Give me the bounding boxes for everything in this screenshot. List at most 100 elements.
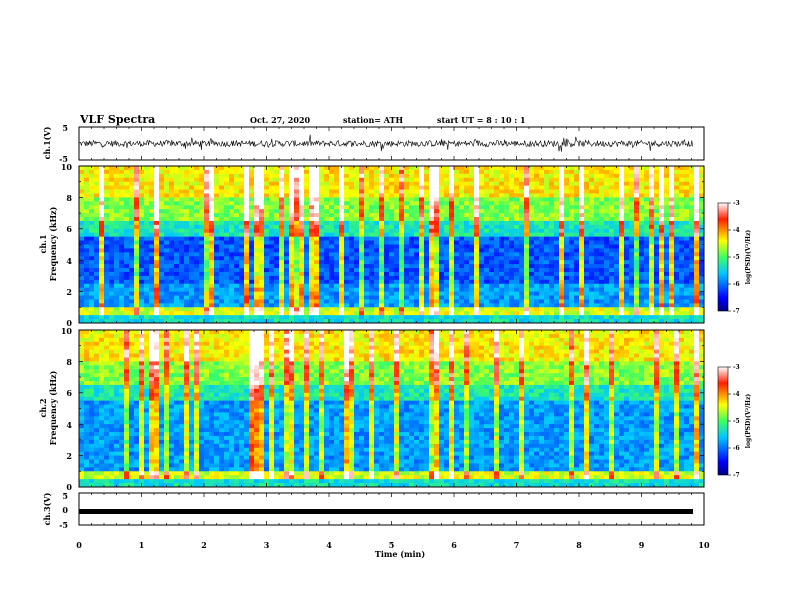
spectrogram-cell xyxy=(604,315,609,319)
spectrogram-cell xyxy=(249,225,254,229)
spectrogram-cell xyxy=(504,307,509,311)
spectrogram-cell xyxy=(279,296,284,300)
spectrogram-cell xyxy=(114,241,119,245)
spectrogram-cell xyxy=(439,174,444,178)
spectrogram-cell xyxy=(684,307,689,311)
spectrogram-cell xyxy=(579,166,584,170)
spectrogram-cell xyxy=(124,303,129,307)
spectrogram-cell xyxy=(504,268,509,272)
spectrogram-cell xyxy=(294,303,299,307)
spectrogram-cell xyxy=(639,225,644,229)
spectrogram-cell xyxy=(659,252,664,256)
spectrogram-cell xyxy=(599,205,604,209)
spectrogram-cell xyxy=(169,190,174,194)
spectrogram-cell xyxy=(434,170,439,174)
spectrogram-cell xyxy=(679,284,684,288)
spectrogram-cell xyxy=(649,166,654,170)
spectrogram-cell xyxy=(454,237,459,241)
spectrogram-cell xyxy=(449,288,454,292)
spectrogram-cell xyxy=(319,248,324,252)
spectrogram-cell xyxy=(404,201,409,205)
spectrogram-cell xyxy=(329,307,334,311)
spectrogram-cell xyxy=(89,268,94,272)
spectrogram-cell xyxy=(584,229,589,233)
spectrogram-cell xyxy=(624,245,629,249)
spectrogram-cell xyxy=(349,229,354,233)
spectrogram-cell xyxy=(524,213,529,217)
spectrogram-cell xyxy=(424,217,429,221)
spectrogram-cell xyxy=(539,174,544,178)
spectrogram-cell xyxy=(519,303,524,307)
spectrogram-cell xyxy=(264,256,269,260)
spectrogram-cell xyxy=(194,229,199,233)
spectrogram-cell xyxy=(499,272,504,276)
spectrogram-cell xyxy=(279,248,284,252)
spectrogram-cell xyxy=(604,252,609,256)
station-label: station= ATH xyxy=(343,115,403,125)
spectrogram-cell xyxy=(329,201,334,205)
spectrogram-cell xyxy=(164,315,169,319)
spectrogram-cell xyxy=(479,296,484,300)
spectrogram-cell xyxy=(164,307,169,311)
spectrogram-cell xyxy=(194,284,199,288)
spectrogram-cell xyxy=(244,272,249,276)
spectrogram-cell xyxy=(409,182,414,186)
spectrogram-cell xyxy=(604,307,609,311)
spectrogram-cell xyxy=(119,193,124,197)
spectrogram-cell xyxy=(309,276,314,280)
spectrogram-cell xyxy=(639,311,644,315)
spectrogram-cell xyxy=(154,268,159,272)
spectrogram-cell xyxy=(364,248,369,252)
spectrogram-cell xyxy=(579,221,584,225)
spectrogram-cell xyxy=(174,237,179,241)
spectrogram-cell xyxy=(94,170,99,174)
spectrogram-cell xyxy=(274,233,279,237)
spectrogram-cell xyxy=(254,280,259,284)
spectrogram-cell xyxy=(344,166,349,170)
spectrogram-cell xyxy=(584,166,589,170)
spectrogram-cell xyxy=(604,268,609,272)
spectrogram-cell xyxy=(229,276,234,280)
spectrogram-cell xyxy=(354,174,359,178)
spectrogram-cell xyxy=(554,272,559,276)
spectrogram-cell xyxy=(679,209,684,213)
spectrogram-cell xyxy=(299,225,304,229)
spectrogram-cell xyxy=(274,237,279,241)
spectrogram-cell xyxy=(694,292,699,296)
spectrogram-cell xyxy=(134,307,139,311)
spectrogram-cell xyxy=(694,288,699,292)
spectrogram-cell xyxy=(304,178,309,182)
spectrogram-cell xyxy=(194,296,199,300)
spectrogram-cell xyxy=(304,280,309,284)
spectrogram-cell xyxy=(79,264,84,268)
spectrogram-cell xyxy=(659,178,664,182)
spectrogram-cell xyxy=(624,264,629,268)
spectrogram-cell xyxy=(599,237,604,241)
spectrogram-cell xyxy=(439,245,444,249)
spectrogram-cell xyxy=(564,272,569,276)
spectrogram-cell xyxy=(214,268,219,272)
spectrogram-cell xyxy=(294,178,299,182)
spectrogram-cell xyxy=(379,252,384,256)
spectrogram-cell xyxy=(524,197,529,201)
spectrogram-cell xyxy=(549,170,554,174)
spectrogram-cell xyxy=(634,170,639,174)
spectrogram-cell xyxy=(679,205,684,209)
spectrogram-cell xyxy=(114,311,119,315)
spectrogram-cell xyxy=(644,256,649,260)
spectrogram-cell xyxy=(569,292,574,296)
spectrogram-cell xyxy=(599,193,604,197)
spectrogram-cell xyxy=(154,237,159,241)
spectrogram-cell xyxy=(664,256,669,260)
spectrogram-cell xyxy=(174,193,179,197)
spectrogram-cell xyxy=(669,166,674,170)
spectrogram-cell xyxy=(409,288,414,292)
spectrogram-cell xyxy=(654,233,659,237)
spectrogram-cell xyxy=(319,299,324,303)
spectrogram-cell xyxy=(259,213,264,217)
spectrogram-cell xyxy=(669,217,674,221)
spectrogram-cell xyxy=(399,205,404,209)
spectrogram-cell xyxy=(329,182,334,186)
spectrogram-cell xyxy=(364,264,369,268)
